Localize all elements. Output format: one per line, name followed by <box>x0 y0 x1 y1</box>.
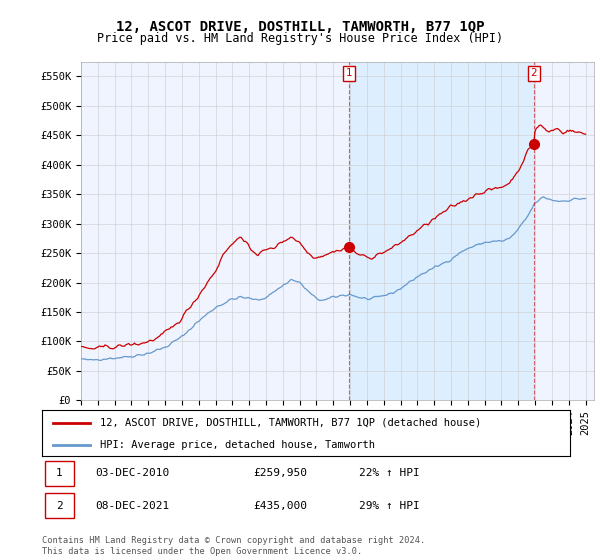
Bar <box>349 62 534 400</box>
Text: 2: 2 <box>56 501 62 511</box>
Bar <box>44 461 74 486</box>
Text: 12, ASCOT DRIVE, DOSTHILL, TAMWORTH, B77 1QP (detached house): 12, ASCOT DRIVE, DOSTHILL, TAMWORTH, B77… <box>100 418 481 428</box>
Text: 03-DEC-2010: 03-DEC-2010 <box>95 468 169 478</box>
Text: Contains HM Land Registry data © Crown copyright and database right 2024.
This d: Contains HM Land Registry data © Crown c… <box>42 536 425 556</box>
Bar <box>44 493 74 518</box>
Text: 08-DEC-2021: 08-DEC-2021 <box>95 501 169 511</box>
Text: 1: 1 <box>56 468 62 478</box>
Text: 12, ASCOT DRIVE, DOSTHILL, TAMWORTH, B77 1QP: 12, ASCOT DRIVE, DOSTHILL, TAMWORTH, B77… <box>116 20 484 34</box>
Text: 22% ↑ HPI: 22% ↑ HPI <box>359 468 419 478</box>
Text: £259,950: £259,950 <box>253 468 307 478</box>
Text: 29% ↑ HPI: 29% ↑ HPI <box>359 501 419 511</box>
Text: Price paid vs. HM Land Registry's House Price Index (HPI): Price paid vs. HM Land Registry's House … <box>97 32 503 45</box>
Text: 2: 2 <box>530 68 537 78</box>
Text: 1: 1 <box>346 68 352 78</box>
Text: HPI: Average price, detached house, Tamworth: HPI: Average price, detached house, Tamw… <box>100 440 375 450</box>
Text: £435,000: £435,000 <box>253 501 307 511</box>
